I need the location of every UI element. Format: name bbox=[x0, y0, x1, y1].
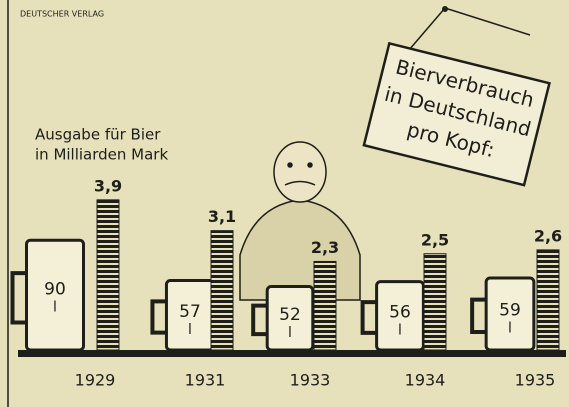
mug-unit: l bbox=[53, 300, 57, 316]
value-label: 3,9 bbox=[94, 176, 122, 195]
mug-label: 52 bbox=[279, 305, 301, 325]
mug-unit: l bbox=[508, 320, 512, 336]
chart: DEUTSCHER VERLAG Bierverbrauch in Deutsc… bbox=[0, 0, 569, 407]
subtitle-line: in Milliarden Mark bbox=[35, 146, 168, 164]
coin-stack bbox=[211, 231, 233, 350]
x-tick-label: 1929 bbox=[75, 371, 116, 390]
x-tick-label: 1934 bbox=[405, 371, 446, 390]
publisher: DEUTSCHER VERLAG bbox=[20, 10, 104, 19]
x-tick-label: 1933 bbox=[290, 371, 331, 390]
coin-stack bbox=[314, 261, 336, 350]
mug-label: 57 bbox=[179, 302, 201, 322]
value-label: 2,6 bbox=[534, 226, 562, 245]
value-label: 2,5 bbox=[421, 230, 449, 249]
coin-stack bbox=[424, 254, 446, 350]
coin-stack bbox=[537, 250, 559, 350]
mug-label: 59 bbox=[499, 300, 521, 320]
mug-label: 90 bbox=[44, 280, 66, 300]
x-tick-label: 1931 bbox=[185, 371, 226, 390]
coin-stack bbox=[97, 200, 119, 350]
value-label: 2,3 bbox=[311, 238, 339, 257]
subtitle-line: Ausgabe für Bier bbox=[35, 126, 161, 144]
x-tick-label: 1935 bbox=[515, 371, 556, 390]
mug-unit: l bbox=[288, 325, 292, 341]
mug-label: 56 bbox=[389, 302, 411, 322]
value-label: 3,1 bbox=[208, 207, 236, 226]
mug-unit: l bbox=[398, 322, 402, 338]
mug-unit: l bbox=[188, 322, 192, 338]
